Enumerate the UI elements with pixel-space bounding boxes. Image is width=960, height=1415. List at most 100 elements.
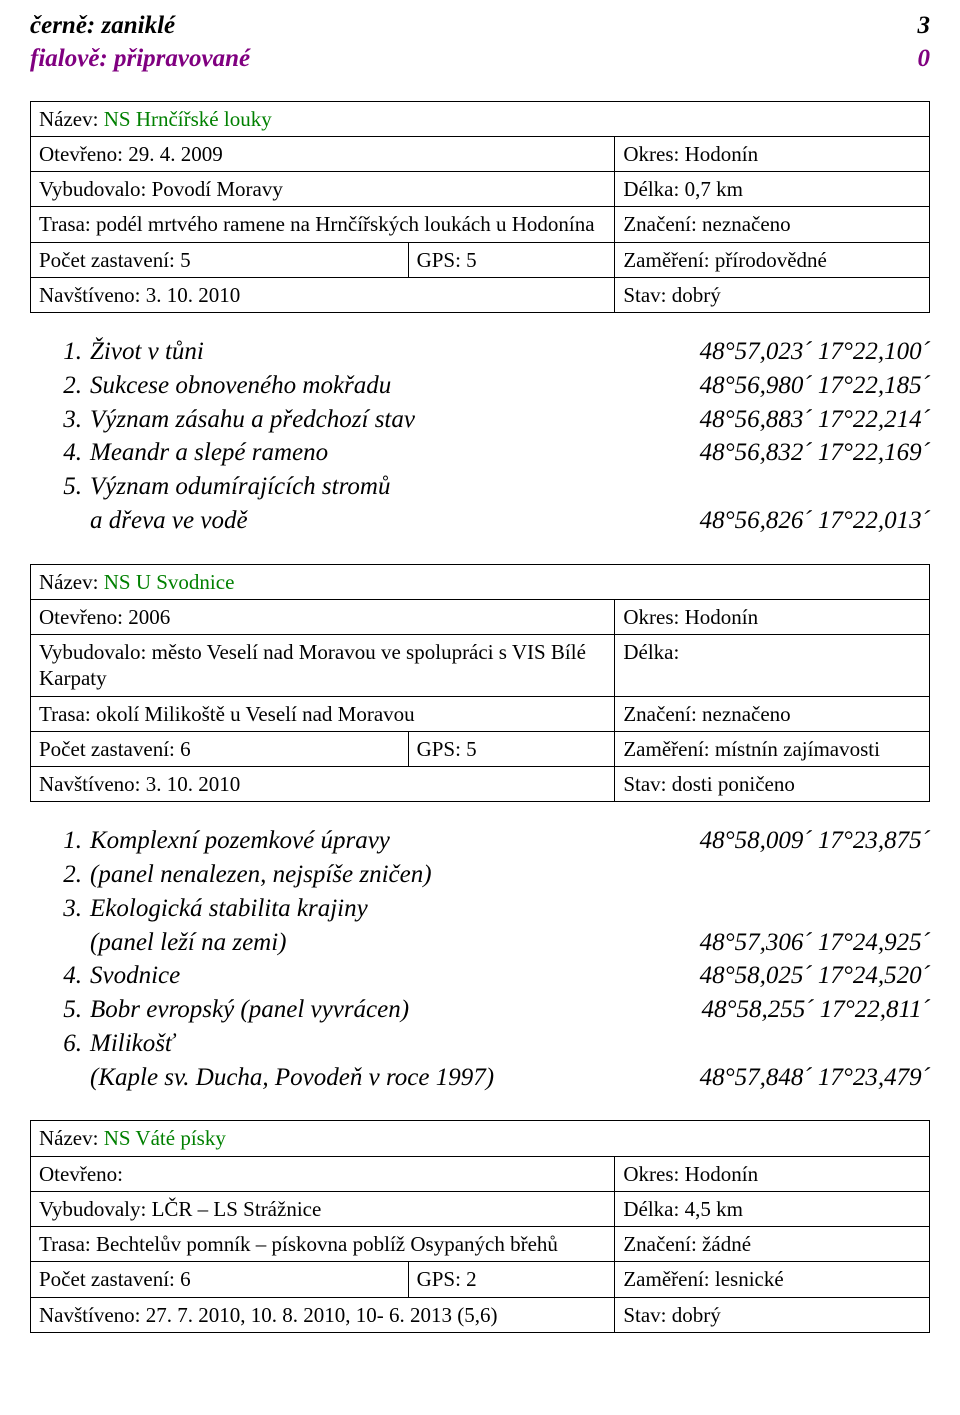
row-state: Stav: dobrý xyxy=(615,1297,930,1332)
row-visited: Navštíveno: 3. 10. 2010 xyxy=(31,767,615,802)
row-district: Okres: Hodonín xyxy=(615,136,930,171)
list-label: (panel leží na zemi) xyxy=(90,926,688,960)
name-label: Název: xyxy=(39,1126,104,1150)
list-item: 3. Význam zásahu a předchozí stav 48°56,… xyxy=(30,403,930,437)
row-built: Vybudovalo: město Veselí nad Moravou ve … xyxy=(31,635,615,697)
list-num: 1. xyxy=(30,824,90,858)
row-route: Trasa: podél mrtvého ramene na Hrnčířský… xyxy=(31,207,615,242)
row-gps: GPS: 5 xyxy=(408,242,615,277)
info-table-1: Název: NS Hrnčířské louky Otevřeno: 29. … xyxy=(30,101,930,314)
list-num: 5. xyxy=(30,993,90,1027)
row-length: Délka: 0,7 km xyxy=(615,172,930,207)
list-num: 2. xyxy=(30,369,90,403)
list-label: (Kaple sv. Ducha, Povodeň v roce 1997) xyxy=(90,1061,688,1095)
list-num: 3. xyxy=(30,403,90,437)
list-label: Komplexní pozemkové úpravy xyxy=(90,824,688,858)
info-table-2: Název: NS U Svodnice Otevřeno: 2006 Okre… xyxy=(30,564,930,803)
list-num: 5. xyxy=(30,470,90,504)
legend-count: 0 xyxy=(918,43,931,74)
row-name: Název: NS Hrnčířské louky xyxy=(31,101,930,136)
info-table-3: Název: NS Váté písky Otevřeno: Okres: Ho… xyxy=(30,1120,930,1333)
list-item: 3. Ekologická stabilita krajiny xyxy=(30,892,930,926)
list-coord: 48°57,306´ 17°24,925´ xyxy=(688,926,930,960)
row-gps: GPS: 2 xyxy=(408,1262,615,1297)
list-label: Život v tůni xyxy=(90,335,688,369)
legend-row-purple: fialově: připravované 0 xyxy=(30,43,930,74)
list-item: 1. Komplexní pozemkové úpravy 48°58,009´… xyxy=(30,824,930,858)
list-label: (panel nenalezen, nejspíše zničen) xyxy=(90,858,918,892)
row-state: Stav: dosti poničeno xyxy=(615,767,930,802)
row-focus: Zaměření: místnín zajímavosti xyxy=(615,731,930,766)
list-item: 6. Milikošť xyxy=(30,1027,930,1061)
list-label: Svodnice xyxy=(90,959,688,993)
row-name: Název: NS U Svodnice xyxy=(31,564,930,599)
row-name: Název: NS Váté písky xyxy=(31,1121,930,1156)
list-coord: 48°56,832´ 17°22,169´ xyxy=(688,436,930,470)
list-item: 4. Svodnice 48°58,025´ 17°24,520´ xyxy=(30,959,930,993)
legend-label: fialově: připravované xyxy=(30,43,250,74)
row-stops: Počet zastavení: 6 xyxy=(31,1262,409,1297)
row-focus: Zaměření: lesnické xyxy=(615,1262,930,1297)
legend-row-black: černě: zaniklé 3 xyxy=(30,10,930,41)
list-item-continuation: a dřeva ve vodě 48°56,826´ 17°22,013´ xyxy=(30,504,930,538)
list-item: 4. Meandr a slepé rameno 48°56,832´ 17°2… xyxy=(30,436,930,470)
list-coord: 48°56,826´ 17°22,013´ xyxy=(688,504,930,538)
legend-label: černě: zaniklé xyxy=(30,10,175,41)
row-visited: Navštíveno: 27. 7. 2010, 10. 8. 2010, 10… xyxy=(31,1297,615,1332)
list-coord: 48°58,255´ 17°22,811´ xyxy=(689,993,930,1027)
list-label: Ekologická stabilita krajiny xyxy=(90,892,918,926)
list-num: 2. xyxy=(30,858,90,892)
list-num: 6. xyxy=(30,1027,90,1061)
name-value: NS Hrnčířské louky xyxy=(104,107,272,131)
coord-list-2: 1. Komplexní pozemkové úpravy 48°58,009´… xyxy=(30,824,930,1094)
row-marking: Značení: neznačeno xyxy=(615,207,930,242)
list-num: 4. xyxy=(30,959,90,993)
name-value: NS U Svodnice xyxy=(104,570,235,594)
legend-count: 3 xyxy=(918,10,931,41)
row-gps: GPS: 5 xyxy=(408,731,615,766)
row-built: Vybudovaly: LČR – LS Strážnice xyxy=(31,1191,615,1226)
row-district: Okres: Hodonín xyxy=(615,1156,930,1191)
list-coord: 48°56,980´ 17°22,185´ xyxy=(688,369,930,403)
coord-list-1: 1. Život v tůni 48°57,023´ 17°22,100´ 2.… xyxy=(30,335,930,538)
list-num: 1. xyxy=(30,335,90,369)
row-stops: Počet zastavení: 6 xyxy=(31,731,409,766)
list-label: Bobr evropský (panel vyvrácen) xyxy=(90,993,689,1027)
list-label: a dřeva ve vodě xyxy=(90,504,688,538)
row-built: Vybudovalo: Povodí Moravy xyxy=(31,172,615,207)
list-coord: 48°58,025´ 17°24,520´ xyxy=(688,959,930,993)
list-coord: 48°56,883´ 17°22,214´ xyxy=(688,403,930,437)
list-item: 5. Bobr evropský (panel vyvrácen) 48°58,… xyxy=(30,993,930,1027)
list-label: Milikošť xyxy=(90,1027,918,1061)
row-district: Okres: Hodonín xyxy=(615,599,930,634)
list-num: 3. xyxy=(30,892,90,926)
list-item-continuation: (panel leží na zemi) 48°57,306´ 17°24,92… xyxy=(30,926,930,960)
name-value: NS Váté písky xyxy=(104,1126,226,1150)
list-label: Meandr a slepé rameno xyxy=(90,436,688,470)
list-item: 1. Život v tůni 48°57,023´ 17°22,100´ xyxy=(30,335,930,369)
list-coord: 48°57,023´ 17°22,100´ xyxy=(688,335,930,369)
row-stops: Počet zastavení: 5 xyxy=(31,242,409,277)
row-route: Trasa: okolí Milikoště u Veselí nad Mora… xyxy=(31,696,615,731)
name-label: Název: xyxy=(39,570,104,594)
row-opened: Otevřeno: xyxy=(31,1156,615,1191)
row-visited: Navštíveno: 3. 10. 2010 xyxy=(31,277,615,312)
row-opened: Otevřeno: 2006 xyxy=(31,599,615,634)
row-length: Délka: xyxy=(615,635,930,697)
row-route: Trasa: Bechtelův pomník – pískovna poblí… xyxy=(31,1227,615,1262)
list-item-continuation: (Kaple sv. Ducha, Povodeň v roce 1997) 4… xyxy=(30,1061,930,1095)
list-coord: 48°57,848´ 17°23,479´ xyxy=(688,1061,930,1095)
list-coord: 48°58,009´ 17°23,875´ xyxy=(688,824,930,858)
list-item: 5. Význam odumírajících stromů xyxy=(30,470,930,504)
name-label: Název: xyxy=(39,107,104,131)
row-opened: Otevřeno: 29. 4. 2009 xyxy=(31,136,615,171)
list-item: 2. Sukcese obnoveného mokřadu 48°56,980´… xyxy=(30,369,930,403)
list-label: Význam odumírajících stromů xyxy=(90,470,918,504)
list-label: Sukcese obnoveného mokřadu xyxy=(90,369,688,403)
row-state: Stav: dobrý xyxy=(615,277,930,312)
row-marking: Značení: neznačeno xyxy=(615,696,930,731)
list-label: Význam zásahu a předchozí stav xyxy=(90,403,688,437)
row-marking: Značení: žádné xyxy=(615,1227,930,1262)
list-item: 2. (panel nenalezen, nejspíše zničen) xyxy=(30,858,930,892)
list-num: 4. xyxy=(30,436,90,470)
